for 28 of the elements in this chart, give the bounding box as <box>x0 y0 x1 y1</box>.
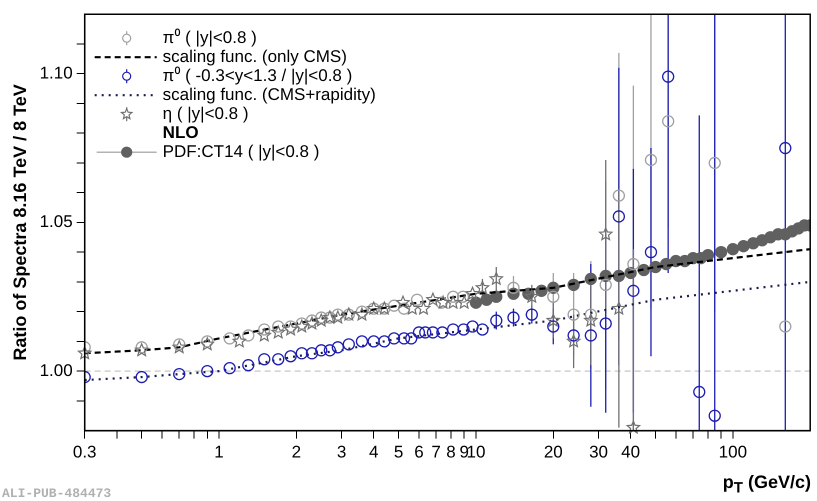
x-tick-label: 30 <box>589 442 608 462</box>
legend-label: scaling func. (CMS+rapidity) <box>162 84 376 104</box>
y-tick-label: 1.10 <box>40 63 73 82</box>
x-axis-title: p$_{T}$ (GeV/c) <box>722 472 811 497</box>
legend-label: scaling func. (only CMS) <box>162 46 347 66</box>
x-tick-label: 10 <box>466 442 486 462</box>
x-tick-label: 4 <box>368 442 378 462</box>
annotation: NLO <box>162 122 199 142</box>
x-tick-label: 9 <box>459 442 469 462</box>
legend-label: π⁰ ( -0.3<y<1.3 / |y|<0.8 ) <box>162 66 352 85</box>
x-tick-label: 8 <box>446 442 456 462</box>
x-tick-label: 6 <box>414 442 424 462</box>
x-tick-label: 1 <box>214 442 224 462</box>
legend-label: π⁰ ( |y|<0.8 ) <box>162 28 257 47</box>
x-tick-label: 5 <box>394 442 404 462</box>
y-tick-label: 1.00 <box>40 360 73 380</box>
legend-label: PDF:CT14 ( |y|<0.8 ) <box>162 142 320 161</box>
text: ALI-PUB-484473 <box>2 486 112 501</box>
x-tick-label: 3 <box>336 442 346 462</box>
legend-label: η ( |y|<0.8 ) <box>162 104 249 123</box>
y-axis-title: Ratio of Spectra 8.16 TeV / 8 TeV <box>10 84 30 361</box>
x-tick-label: 2 <box>292 442 302 462</box>
y-tick-label: 1.05 <box>40 212 73 232</box>
x-tick-label: 20 <box>544 442 563 462</box>
x-tick-label: 100 <box>718 442 748 462</box>
x-tick-label: 0.3 <box>72 442 97 462</box>
x-tick-label: 40 <box>621 442 640 462</box>
x-tick-label: 7 <box>431 442 441 462</box>
